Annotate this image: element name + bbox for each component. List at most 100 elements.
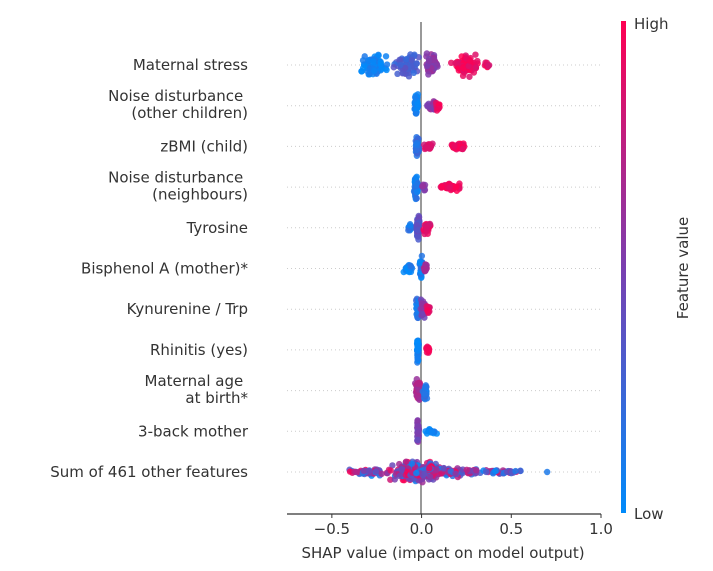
shap-point bbox=[472, 51, 479, 58]
shap-point bbox=[413, 139, 421, 147]
shap-point bbox=[373, 467, 380, 475]
shap-point bbox=[413, 110, 420, 117]
shap-point bbox=[403, 55, 410, 63]
shap-point bbox=[417, 259, 424, 266]
shap-point bbox=[359, 57, 367, 64]
feature-label: Maternal age at birth* bbox=[145, 372, 249, 407]
shap-point bbox=[447, 468, 454, 475]
shap-point bbox=[410, 69, 417, 77]
feature-label: zBMI (child) bbox=[160, 137, 248, 155]
feature-label-line: Maternal stress bbox=[133, 56, 248, 74]
shap-point bbox=[398, 466, 405, 474]
shap-point bbox=[465, 62, 472, 70]
shap-point bbox=[378, 470, 385, 478]
feature-label: Kynurenine / Trp bbox=[127, 300, 248, 318]
shap-point bbox=[423, 224, 430, 231]
shap-point bbox=[358, 68, 365, 75]
shap-point bbox=[414, 423, 422, 430]
shap-point bbox=[472, 64, 480, 71]
beeswarm-dots bbox=[346, 50, 551, 486]
colorbar-title: Feature value bbox=[674, 217, 692, 319]
shap-point bbox=[413, 188, 420, 196]
shap-point bbox=[396, 472, 403, 480]
x-tick-label: 1.0 bbox=[589, 520, 613, 538]
shap-point bbox=[459, 65, 467, 72]
shap-point bbox=[459, 145, 466, 153]
shap-point bbox=[413, 469, 420, 477]
feature-label-line: at birth* bbox=[185, 389, 248, 407]
shap-point bbox=[474, 57, 481, 65]
shap-point bbox=[433, 107, 441, 114]
shap-point bbox=[405, 73, 413, 80]
shap-point bbox=[415, 429, 422, 436]
feature-label: Sum of 461 other features bbox=[50, 463, 248, 481]
shap-point bbox=[382, 53, 390, 60]
feature-label: Tyrosine bbox=[186, 219, 248, 237]
shap-point bbox=[483, 468, 490, 476]
shap-point bbox=[458, 53, 465, 60]
shap-point bbox=[438, 470, 445, 477]
shap-point bbox=[463, 466, 470, 474]
shap-point bbox=[408, 460, 415, 467]
shap-point bbox=[396, 460, 403, 468]
shap-point bbox=[422, 384, 429, 391]
shap-point bbox=[425, 57, 433, 64]
shap-point bbox=[408, 56, 416, 64]
feature-label-line: Tyrosine bbox=[186, 219, 248, 237]
feature-label: Bisphenol A (mother)* bbox=[81, 260, 248, 278]
feature-label: Noise disturbance (other children) bbox=[108, 87, 248, 122]
shap-point bbox=[411, 94, 419, 101]
shap-point bbox=[438, 183, 445, 190]
shap-point bbox=[425, 71, 432, 78]
shap-point bbox=[418, 300, 426, 307]
shap-point bbox=[418, 252, 426, 260]
feature-label-line: Kynurenine / Trp bbox=[127, 300, 248, 318]
shap-point bbox=[452, 470, 459, 477]
shap-point bbox=[377, 61, 385, 68]
shap-point bbox=[401, 64, 409, 72]
feature-label-line: Maternal age bbox=[145, 372, 249, 390]
feature-label-line: Bisphenol A (mother)* bbox=[81, 260, 248, 278]
shap-point bbox=[414, 417, 421, 425]
shap-point bbox=[446, 184, 454, 191]
shap-point bbox=[414, 100, 421, 108]
feature-label-line: zBMI (child) bbox=[160, 137, 248, 155]
shap-point bbox=[433, 466, 440, 473]
shap-point bbox=[406, 222, 414, 229]
shap-point bbox=[440, 465, 447, 472]
shap-point bbox=[466, 57, 474, 64]
shap-point bbox=[407, 262, 414, 270]
shap-point bbox=[414, 436, 421, 444]
shap-point bbox=[414, 347, 421, 354]
shap-point bbox=[413, 60, 420, 67]
shap-point bbox=[370, 67, 378, 75]
feature-label-line: Sum of 461 other features bbox=[50, 463, 248, 481]
feature-label-line: (neighbours) bbox=[152, 186, 248, 204]
shap-point bbox=[466, 73, 473, 80]
shap-point bbox=[414, 343, 422, 350]
shap-point bbox=[517, 467, 524, 475]
x-tick-label: 0.5 bbox=[499, 520, 523, 538]
shap-point bbox=[383, 61, 391, 68]
shap-point bbox=[424, 307, 431, 314]
shap-point bbox=[389, 462, 396, 469]
shap-point bbox=[421, 470, 428, 477]
shap-point bbox=[414, 355, 421, 363]
shap-point bbox=[426, 473, 434, 481]
shap-point bbox=[424, 62, 431, 70]
shap-point bbox=[387, 476, 394, 483]
x-tick-label: −0.5 bbox=[314, 520, 350, 538]
feature-label: 3-back mother bbox=[138, 422, 249, 440]
shap-point bbox=[370, 58, 377, 65]
shap-point bbox=[394, 70, 401, 78]
shap-point bbox=[365, 467, 373, 475]
shap-point bbox=[397, 61, 404, 69]
feature-label-line: (other children) bbox=[131, 104, 248, 122]
shap-point bbox=[402, 458, 410, 465]
x-axis: −0.5 0.0 0.5 1.0 bbox=[287, 513, 613, 538]
shap-point bbox=[452, 59, 459, 67]
feature-label: Maternal stress bbox=[133, 56, 248, 74]
shap-point bbox=[424, 144, 431, 152]
shap-point bbox=[421, 390, 428, 397]
